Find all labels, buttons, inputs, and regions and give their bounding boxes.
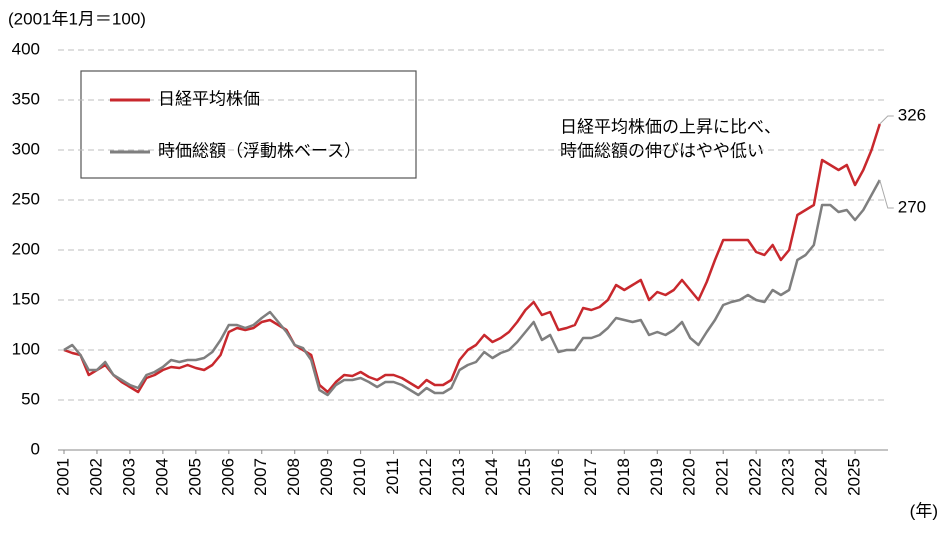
y-tick-label: 200 [12, 239, 40, 258]
x-tick-label: 2003 [119, 458, 138, 496]
x-tick-label: 2025 [845, 458, 864, 496]
leader-line [879, 179, 894, 209]
y-tick-label: 350 [12, 89, 40, 108]
x-tick-label: 2014 [482, 458, 501, 496]
y-tick-label: 100 [12, 339, 40, 358]
x-tick-label: 2012 [416, 458, 435, 496]
x-tick-label: 2020 [680, 458, 699, 496]
series-line [63, 179, 881, 397]
y-unit-label: (2001年1月＝100) [8, 9, 146, 28]
y-tick-label: 250 [12, 189, 40, 208]
x-tick-label: 2018 [614, 458, 633, 496]
x-tick-label: 2021 [713, 458, 732, 496]
annotation: 時価総額の伸びはやや低い [560, 141, 764, 160]
x-tick-label: 2008 [284, 458, 303, 496]
x-tick-label: 2024 [812, 458, 831, 496]
x-tick-label: 2010 [350, 458, 369, 496]
y-tick-label: 50 [21, 389, 40, 408]
y-tick-label: 300 [12, 139, 40, 158]
series-line [63, 123, 881, 394]
y-tick-label: 0 [31, 439, 40, 458]
x-tick-label: 2013 [449, 458, 468, 496]
x-tick-label: 2009 [317, 458, 336, 496]
legend-label: 時価総額（浮動株ベース） [158, 141, 361, 160]
y-tick-label: 150 [12, 289, 40, 308]
x-tick-label: 2023 [779, 458, 798, 496]
end-label: 270 [898, 197, 926, 216]
y-tick-label: 400 [12, 39, 40, 58]
leader-line [879, 115, 894, 125]
legend-box [80, 70, 417, 179]
x-unit-label: (年) [910, 501, 938, 520]
x-tick-label: 2002 [86, 458, 105, 496]
x-tick-label: 2022 [746, 458, 765, 496]
end-label: 326 [898, 105, 926, 124]
x-tick-label: 2007 [251, 458, 270, 496]
x-tick-label: 2001 [53, 458, 72, 496]
x-tick-label: 2006 [218, 458, 237, 496]
x-tick-label: 2017 [581, 458, 600, 496]
x-tick-label: 2016 [548, 458, 567, 496]
x-tick-label: 2005 [185, 458, 204, 496]
x-tick-label: 2004 [152, 458, 171, 496]
legend-label: 日経平均株価 [158, 89, 260, 108]
x-tick-label: 2011 [383, 458, 402, 495]
x-tick-label: 2015 [515, 458, 534, 496]
x-tick-label: 2019 [647, 458, 666, 496]
annotation: 日経平均株価の上昇に比べ、 [560, 117, 781, 136]
